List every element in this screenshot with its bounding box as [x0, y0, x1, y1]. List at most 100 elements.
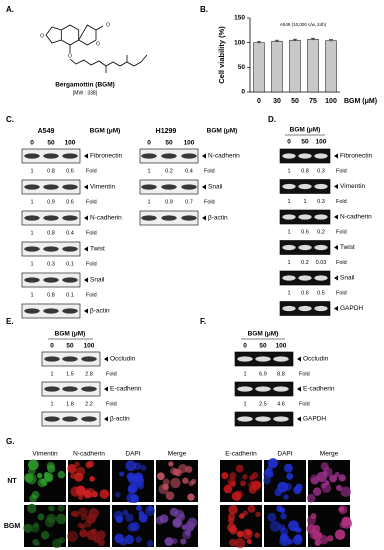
cell: [263, 476, 271, 485]
cell: [340, 486, 352, 498]
fold-label: Fold: [336, 260, 347, 266]
fold-value: 0.6: [301, 290, 309, 296]
cell: [338, 506, 345, 512]
cell: [221, 472, 229, 480]
band: [255, 356, 271, 362]
band: [237, 416, 253, 422]
protein-label: GAPDH: [340, 305, 363, 312]
cell: [88, 508, 100, 519]
band: [181, 153, 197, 159]
fold-value: 0.9: [47, 199, 55, 205]
compound-name: Bergamottin (BGM): [55, 82, 115, 89]
cell: [145, 506, 155, 516]
cell: [286, 472, 294, 480]
cell: [236, 530, 244, 538]
cell: [251, 472, 259, 479]
cell: [79, 529, 88, 538]
band: [298, 183, 312, 190]
fold-value: 0.8: [301, 168, 309, 174]
arrow: [84, 277, 88, 283]
cell: [242, 528, 253, 540]
cell: [74, 461, 80, 468]
cell: [159, 514, 169, 524]
band: [314, 305, 328, 312]
cell: [36, 472, 43, 479]
cell: [47, 464, 56, 473]
cell: [248, 480, 257, 490]
fold-value: 1: [287, 229, 290, 235]
cell: [255, 511, 261, 518]
protein-label: Twist: [340, 244, 355, 251]
fold-value: 1.5: [66, 371, 74, 377]
protein-label: Fibronectin: [340, 153, 373, 160]
cell: [329, 474, 338, 483]
cell: [122, 509, 129, 516]
fold-value: 1: [287, 290, 290, 296]
dose-label: 0: [147, 140, 151, 147]
fold-value: 1: [243, 401, 246, 407]
fold-value: 0.4: [66, 230, 74, 236]
protein-label: N-cadherin: [90, 215, 122, 222]
fold-label: Fold: [86, 261, 97, 267]
cell: [85, 487, 96, 498]
fold-value: 1: [30, 199, 33, 205]
x-axis-label: BGM (μM): [344, 98, 377, 105]
fold-label: Fold: [86, 292, 97, 298]
fold-value: 6.9: [259, 371, 267, 377]
cell: [188, 480, 194, 487]
treatment-label: BGM (μM): [207, 128, 238, 135]
arrow: [84, 153, 88, 159]
x-tick-label: 50: [291, 98, 299, 105]
band: [62, 246, 78, 252]
band: [141, 153, 157, 159]
band: [255, 416, 271, 422]
cell: [23, 523, 33, 533]
cell: [180, 538, 187, 545]
bar: [325, 40, 337, 93]
band: [62, 153, 78, 159]
dose-label: 50: [301, 139, 309, 146]
fold-label: Fold: [106, 371, 117, 377]
row-label: BGM: [4, 523, 21, 530]
band: [273, 386, 289, 392]
cell: [235, 490, 244, 498]
cell: [276, 505, 283, 512]
treatment-label: BGM (μM): [55, 331, 86, 338]
error-bar: [329, 39, 333, 42]
x-tick-label: 0: [257, 98, 261, 105]
band: [141, 184, 157, 190]
cell: [165, 491, 175, 500]
dose-label: 100: [65, 140, 76, 147]
column-label: DAPI: [125, 451, 140, 458]
band: [62, 356, 78, 362]
arrow: [334, 245, 338, 250]
chemical-structure: O O O O: [40, 22, 148, 73]
cell: [125, 513, 134, 523]
fold-value: 0.2: [317, 229, 325, 235]
y-tick-label: 0: [241, 89, 245, 96]
cell: [170, 477, 181, 489]
dose-label: 50: [165, 140, 173, 147]
dose-label: 50: [259, 343, 267, 350]
cell: [43, 472, 54, 483]
band: [44, 356, 60, 362]
protein-label: Vimentin: [90, 184, 116, 191]
cell: [327, 535, 334, 542]
cell-line: A549: [38, 128, 55, 135]
band: [43, 184, 59, 190]
band: [81, 356, 97, 362]
x-tick-label: 75: [309, 98, 317, 105]
cell: [229, 472, 237, 480]
cell: [181, 524, 188, 531]
band: [44, 386, 60, 392]
panel-label: A.: [6, 5, 14, 14]
arrow: [84, 215, 88, 221]
fold-label: Fold: [299, 371, 310, 377]
cell: [312, 487, 322, 496]
cell: [312, 524, 321, 534]
fold-value: 1: [287, 199, 290, 205]
cell: [158, 484, 169, 495]
cell: [295, 526, 302, 533]
column-label: DAPI: [277, 451, 292, 458]
